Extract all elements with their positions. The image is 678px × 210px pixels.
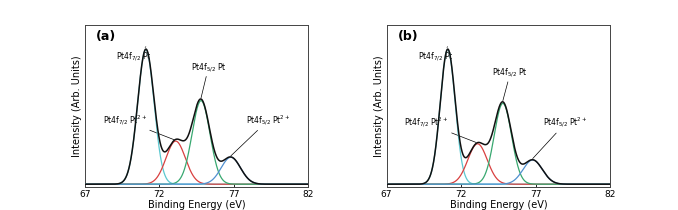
Y-axis label: Intensity (Arb. Units): Intensity (Arb. Units) bbox=[374, 55, 384, 157]
Text: Pt4f$_{7/2}$ Pt$^{2+}$: Pt4f$_{7/2}$ Pt$^{2+}$ bbox=[405, 116, 476, 142]
Text: Pt4f$_{7/2}$ Pt$^{2+}$: Pt4f$_{7/2}$ Pt$^{2+}$ bbox=[102, 113, 174, 140]
Text: Pt4f$_{5/2}$ Pt: Pt4f$_{5/2}$ Pt bbox=[191, 61, 226, 98]
Text: (a): (a) bbox=[96, 30, 116, 43]
Y-axis label: Intensity (Arb. Units): Intensity (Arb. Units) bbox=[72, 55, 82, 157]
Text: Pt4f$_{5/2}$ Pt$^{2+}$: Pt4f$_{5/2}$ Pt$^{2+}$ bbox=[533, 116, 588, 159]
Text: Pt4f$_{7/2}$ Pt: Pt4f$_{7/2}$ Pt bbox=[116, 47, 152, 63]
Text: (b): (b) bbox=[398, 30, 418, 43]
Text: Pt4f$_{7/2}$ Pt: Pt4f$_{7/2}$ Pt bbox=[418, 47, 454, 63]
X-axis label: Binding Energy (eV): Binding Energy (eV) bbox=[148, 200, 245, 210]
X-axis label: Binding Energy (eV): Binding Energy (eV) bbox=[450, 200, 547, 210]
Text: Pt4f$_{5/2}$ Pt: Pt4f$_{5/2}$ Pt bbox=[492, 66, 528, 101]
Text: Pt4f$_{5/2}$ Pt$^{2+}$: Pt4f$_{5/2}$ Pt$^{2+}$ bbox=[231, 113, 290, 156]
